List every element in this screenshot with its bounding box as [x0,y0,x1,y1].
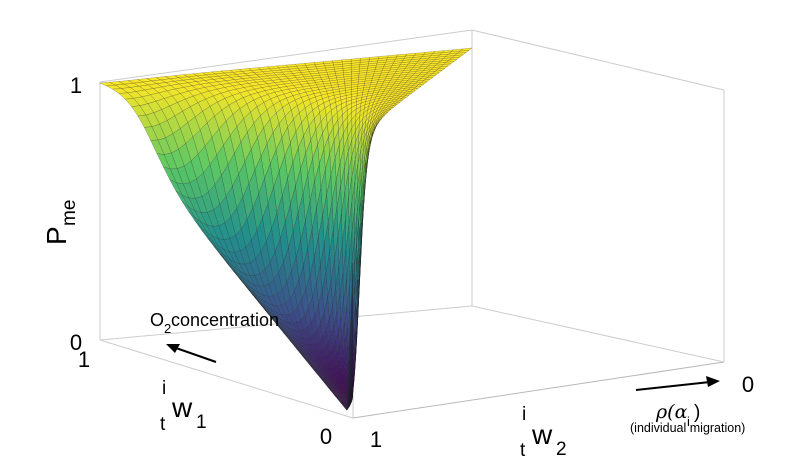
o2-label-main: O [150,310,164,330]
o2-annotation: O 2 concentration [150,310,279,363]
w2-label-sub: 2 [556,439,567,460]
w2-tick-1: 1 [370,427,382,452]
rho-note: (individual migration) [630,421,745,435]
w1-tick-0: 0 [320,424,332,449]
w2-label-presup: i [522,404,526,425]
z-axis-label: P me [41,200,80,245]
rho-label-close: ) [694,402,700,423]
w2-axis-label: i t w 2 [520,404,567,461]
w2-tick-0: 0 [742,372,754,397]
surface-patch [346,263,354,411]
rho-annotation: ρ(α i ) (individual migration) [630,376,745,435]
z-axis-label-sub: me [59,200,80,226]
w1-label-main: w [171,392,193,423]
rho-arrow-head-icon [706,376,720,387]
w2-label-main: w [531,419,553,450]
z-tick-0: 0 [70,330,82,355]
o2-label-rest: concentration [171,310,279,330]
w1-label-presub: t [160,414,166,435]
w1-tick-1: 1 [78,347,90,372]
surface [99,47,473,411]
z-tick-1: 1 [70,73,82,98]
o2-arrow-head-icon [166,344,180,353]
o2-label-sub: 2 [164,321,171,336]
rho-arrow-line [635,381,711,391]
o2-arrow-line [175,347,217,363]
w1-label-presup: i [162,378,166,399]
w1-label-sub: 1 [196,412,207,433]
w1-axis-label: i t w 1 [160,378,207,435]
w2-label-presub: t [520,440,526,461]
z-axis-label-main: P [41,226,72,245]
rho-label-main: ρ(α [655,401,688,423]
rho-label-sub: i [687,414,690,429]
